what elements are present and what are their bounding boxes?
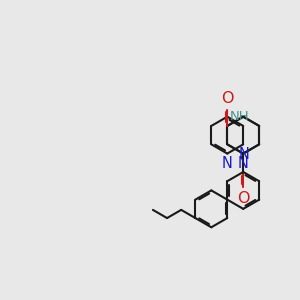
Text: N: N <box>239 147 250 162</box>
Text: N: N <box>222 156 233 171</box>
Text: O: O <box>221 91 233 106</box>
Text: O: O <box>237 191 250 206</box>
Text: NH: NH <box>230 110 249 123</box>
Text: N: N <box>238 156 249 171</box>
